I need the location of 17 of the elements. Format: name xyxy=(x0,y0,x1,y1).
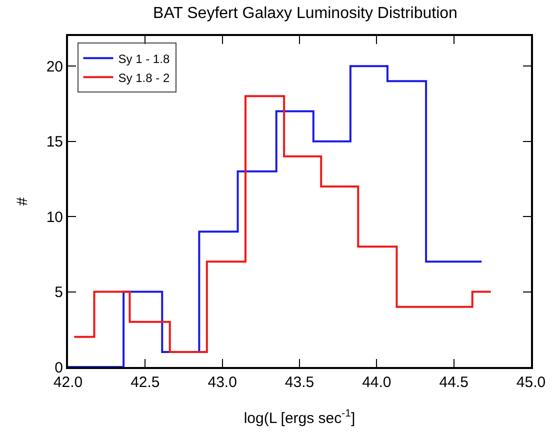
y-tick-label: 15 xyxy=(46,134,63,151)
x-tick-label: 44.0 xyxy=(362,374,392,391)
x-tick-label: 43.5 xyxy=(284,374,314,391)
x-tick-label: 44.5 xyxy=(439,374,468,391)
x-tick-label: 42.5 xyxy=(130,374,160,391)
x-axis-title: log(L [ergs sec$^{-1}$] xyxy=(244,408,356,427)
chart-title: BAT Seyfert Galaxy Luminosity Distribution xyxy=(153,4,458,22)
y-tick-label: 0 xyxy=(54,359,63,376)
x-tick-label: 43.0 xyxy=(208,374,237,391)
y-tick-label: 20 xyxy=(46,58,63,76)
legend-label: Sy 1 - 1.8 xyxy=(118,52,170,66)
y-tick-label: 10 xyxy=(46,208,63,226)
legend-label: Sy 1.8 - 2 xyxy=(118,70,170,85)
x-tick-label: 45.0 xyxy=(516,374,546,391)
y-axis-title: # xyxy=(14,196,31,206)
x-tick-label: 42.0 xyxy=(53,374,83,391)
y-tick-label: 5 xyxy=(54,284,63,302)
